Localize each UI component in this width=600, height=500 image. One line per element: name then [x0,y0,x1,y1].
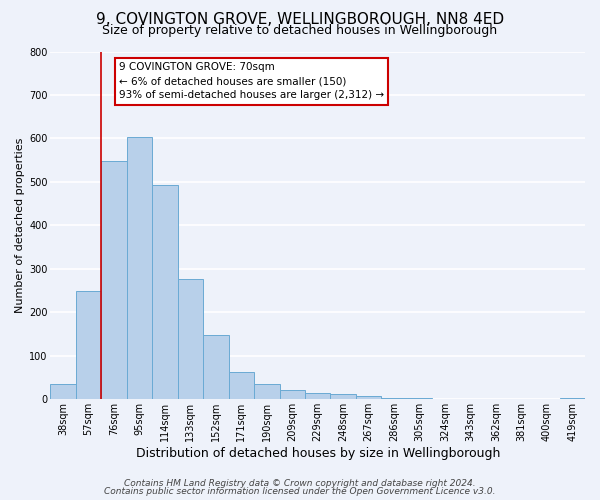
Y-axis label: Number of detached properties: Number of detached properties [15,138,25,313]
Text: 9, COVINGTON GROVE, WELLINGBOROUGH, NN8 4ED: 9, COVINGTON GROVE, WELLINGBOROUGH, NN8 … [96,12,504,28]
Bar [382,398,407,400]
Bar [254,384,280,400]
Text: 9 COVINGTON GROVE: 70sqm
← 6% of detached houses are smaller (150)
93% of semi-d: 9 COVINGTON GROVE: 70sqm ← 6% of detache… [119,62,384,100]
Bar [305,393,331,400]
Bar [101,161,127,400]
Bar [407,398,432,400]
Bar [280,390,305,400]
Bar [50,384,76,400]
Bar [152,185,178,400]
Bar [560,398,585,400]
Bar [127,137,152,400]
Text: Size of property relative to detached houses in Wellingborough: Size of property relative to detached ho… [103,24,497,37]
Bar [229,372,254,400]
Title: 9, COVINGTON GROVE, WELLINGBOROUGH, NN8 4ED
Size of property relative to detache: 9, COVINGTON GROVE, WELLINGBOROUGH, NN8 … [0,499,1,500]
Bar [178,279,203,400]
Bar [76,290,101,400]
Bar [356,396,382,400]
Bar [203,335,229,400]
Text: Contains HM Land Registry data © Crown copyright and database right 2024.: Contains HM Land Registry data © Crown c… [124,479,476,488]
Text: Contains public sector information licensed under the Open Government Licence v3: Contains public sector information licen… [104,487,496,496]
Bar [331,394,356,400]
X-axis label: Distribution of detached houses by size in Wellingborough: Distribution of detached houses by size … [136,447,500,460]
